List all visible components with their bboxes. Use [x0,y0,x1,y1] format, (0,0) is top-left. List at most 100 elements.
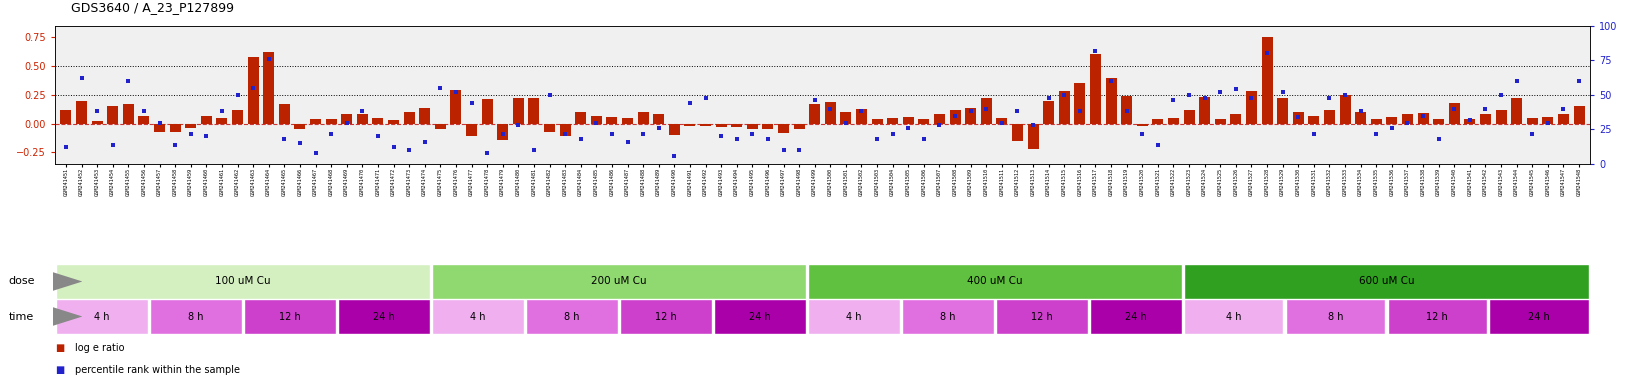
Point [130,108,157,114]
Text: GDS3640 / A_23_P127899: GDS3640 / A_23_P127899 [71,1,234,14]
Bar [295,124,305,129]
Bar [244,299,336,334]
Bar [1152,119,1163,124]
Bar [1480,114,1491,124]
Text: 24 h: 24 h [748,311,771,321]
Point [381,144,407,151]
Bar [107,106,119,124]
Bar [56,299,148,334]
Bar [1309,116,1320,124]
Bar [338,299,430,334]
Bar [419,108,430,124]
Bar [1526,118,1538,124]
Bar [1388,299,1486,334]
Bar [997,118,1007,124]
Bar [1106,78,1117,124]
Bar [1246,91,1257,124]
Point [646,125,672,131]
Bar [1215,119,1226,124]
Point [926,122,953,128]
Bar [310,119,321,124]
Point [801,97,827,103]
Bar [840,112,852,124]
Bar [1355,112,1366,124]
Point [272,136,298,142]
Point [1551,106,1577,112]
Bar [232,110,242,124]
Point [506,122,532,128]
Point [1035,94,1061,101]
Bar [684,124,695,126]
Text: 24 h: 24 h [1528,311,1551,321]
Point [786,147,812,153]
Point [53,144,79,151]
Text: 12 h: 12 h [654,311,677,321]
Point [1348,108,1374,114]
Bar [185,124,196,128]
Point [1503,78,1529,84]
Point [1192,94,1218,101]
Bar [92,121,102,124]
Point [943,113,969,119]
Point [1254,50,1280,56]
Bar [1340,95,1351,124]
Point [1051,92,1078,98]
Bar [1183,299,1284,334]
Point [68,75,94,81]
Bar [481,99,493,124]
Bar [526,299,618,334]
Bar [1557,114,1569,124]
Point [1519,131,1546,137]
Point [615,139,641,145]
Point [1426,136,1452,142]
Bar [887,118,898,124]
Point [99,142,125,148]
Bar [1028,124,1038,149]
Point [738,131,765,137]
Point [489,131,516,137]
Bar [747,124,758,129]
Text: 24 h: 24 h [372,311,396,321]
Bar [247,57,259,124]
Bar [432,299,524,334]
Point [1177,92,1203,98]
Point [1332,92,1358,98]
Point [364,133,391,139]
Bar [901,299,994,334]
Bar [1089,299,1182,334]
Bar [387,120,399,124]
Bar [1511,98,1523,124]
Bar [1121,96,1132,124]
Bar [1183,264,1589,299]
Point [723,136,750,142]
Bar [808,299,900,334]
Point [755,136,781,142]
Bar [358,114,368,124]
Bar [326,119,336,124]
Text: 12 h: 12 h [1032,311,1053,321]
Bar [794,124,804,129]
Point [1534,119,1561,126]
Bar [1292,112,1304,124]
Text: 200 uM Cu: 200 uM Cu [592,276,646,286]
Point [1160,97,1187,103]
Point [630,131,656,137]
Bar [606,117,618,124]
Bar [279,104,290,124]
Point [1440,106,1467,112]
Bar [1574,106,1584,124]
Point [864,136,890,142]
Point [521,147,547,153]
Bar [56,264,430,299]
Bar [201,116,213,124]
Point [443,89,470,95]
Bar [1168,118,1178,124]
Point [1238,94,1264,101]
Point [957,108,984,114]
Point [1269,89,1295,95]
Point [412,139,438,145]
Bar [1496,110,1506,124]
Bar [1449,103,1460,124]
Point [583,119,610,126]
Bar [1543,117,1554,124]
